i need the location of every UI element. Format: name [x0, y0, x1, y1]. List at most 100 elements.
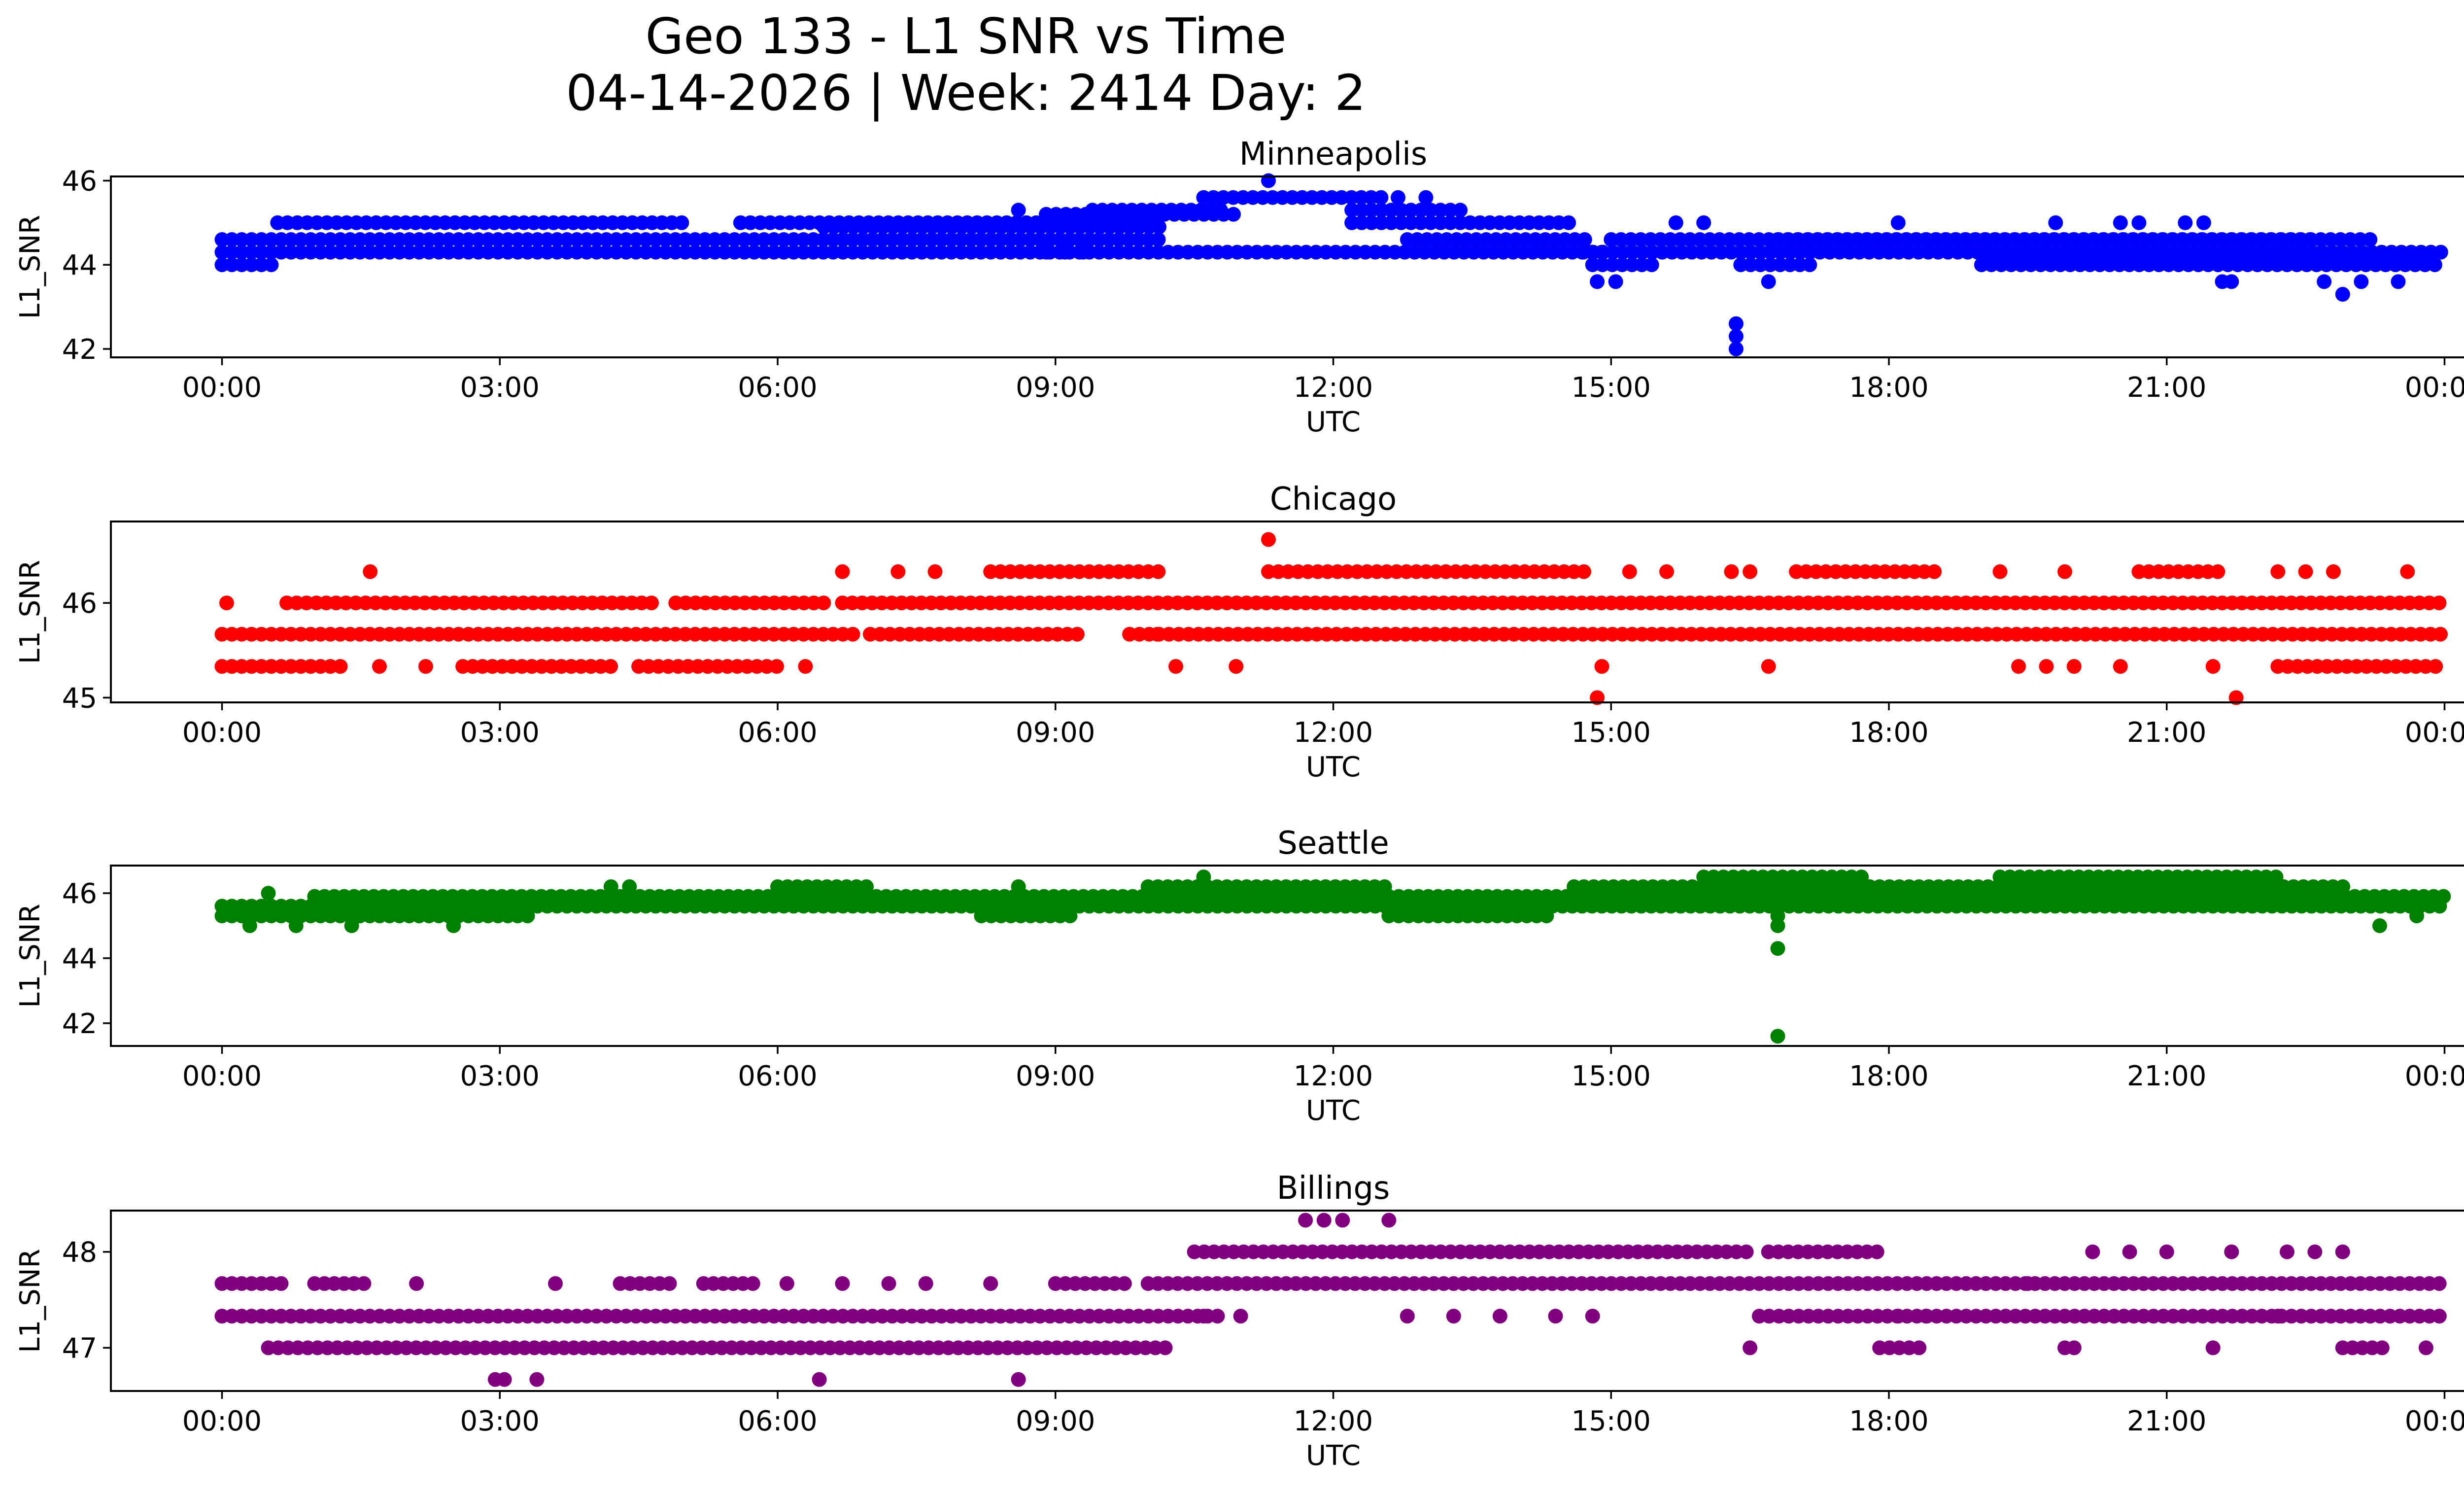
scatter-point: [344, 918, 359, 933]
scatter-band: [214, 1309, 1225, 1324]
scatter-band: [1140, 1276, 2447, 1291]
scatter-band: [1261, 564, 1591, 579]
subplot-minneapolis: Minneapolis 00:00 03:00 06:00 09:00 12:00 15:0…: [14, 136, 2464, 438]
scatter-point: [1912, 1340, 1927, 1356]
x-axis-label: UTC: [1306, 406, 1361, 438]
scatter-point: [769, 659, 785, 674]
scatter-series: [214, 869, 2451, 1044]
scatter-point: [1743, 1340, 1758, 1356]
y-tick-label: 42: [62, 1008, 97, 1040]
scatter-point: [983, 1276, 998, 1291]
scatter-point: [1076, 244, 1091, 260]
scatter-point: [1011, 879, 1026, 894]
scatter-point: [1608, 274, 1623, 289]
scatter-point: [1373, 190, 1389, 205]
scatter-point: [1728, 341, 1744, 356]
scatter-point: [1011, 203, 1026, 218]
scatter-point: [1548, 1309, 1563, 1324]
scatter-point: [2391, 274, 2406, 289]
x-tick-label: 21:00: [2127, 372, 2206, 404]
scatter-series: [214, 173, 2448, 356]
scatter-point: [1233, 1309, 1248, 1324]
x-tick-label: 12:00: [1294, 717, 1373, 749]
scatter-point: [1381, 1213, 1397, 1228]
scatter-point: [2335, 879, 2351, 894]
scatter-point: [2270, 564, 2286, 579]
scatter-band: [983, 564, 1166, 579]
figure-title: Geo 133 - L1 SNR vs Time: [646, 7, 1287, 65]
scatter-point: [1152, 219, 1166, 235]
x-tick-label: 09:00: [1016, 1405, 1095, 1437]
scatter-point: [1168, 659, 1183, 674]
x-axis: 00:00 03:00 06:00 09:00 12:00 15:00 18:00 21:00…: [182, 1391, 2464, 1472]
x-tick-label: 00:00: [182, 717, 262, 749]
scatter-point: [2085, 1244, 2100, 1259]
scatter-point: [219, 595, 234, 611]
x-tick-label: 00:00: [2405, 1060, 2464, 1092]
scatter-point: [2428, 659, 2443, 674]
subplot-title: Billings: [1277, 1170, 1390, 1207]
scatter-point: [1213, 203, 1228, 218]
scatter-point: [1668, 215, 1683, 230]
x-tick-label: 06:00: [738, 1405, 817, 1437]
scatter-point: [2205, 659, 2221, 674]
x-tick-label: 03:00: [460, 1405, 540, 1437]
scatter-point: [2431, 595, 2447, 611]
x-tick-label: 15:00: [1572, 372, 1651, 404]
x-tick-label: 21:00: [2127, 1405, 2206, 1437]
x-tick-label: 18:00: [1849, 1060, 1928, 1092]
scatter-point: [1151, 564, 1166, 579]
scatter-band: [1196, 190, 1389, 205]
scatter-point: [1011, 1372, 1026, 1387]
scatter-band: [214, 257, 279, 273]
scatter-point: [1446, 1309, 1461, 1324]
x-tick-label: 03:00: [460, 717, 540, 749]
y-tick-label: 46: [62, 588, 97, 620]
scatter-point: [890, 564, 906, 579]
scatter-point: [1576, 564, 1591, 579]
scatter-point: [409, 1276, 424, 1291]
scatter-point: [2433, 244, 2448, 260]
x-axis-label: UTC: [1306, 751, 1361, 783]
scatter-point: [363, 564, 378, 579]
scatter-point: [2335, 287, 2350, 302]
scatter-point: [1644, 257, 1659, 273]
scatter-point: [1226, 207, 1241, 222]
x-tick-label: 15:00: [1572, 717, 1651, 749]
x-tick-label: 09:00: [1016, 1060, 1095, 1092]
scatter-point: [603, 659, 618, 674]
scatter-point: [2431, 1276, 2447, 1291]
subplot-title: Chicago: [1270, 481, 1397, 518]
scatter-band: [1696, 869, 1869, 885]
scatter-band: [974, 908, 1078, 924]
x-tick-label: 18:00: [1849, 372, 1928, 404]
scatter-point: [1151, 232, 1166, 247]
scatter-point: [2039, 659, 2054, 674]
scatter-point: [497, 1372, 512, 1387]
scatter-point: [662, 1276, 677, 1291]
x-tick-label: 00:00: [2405, 372, 2464, 404]
scatter-band: [214, 626, 860, 642]
scatter-point: [418, 659, 433, 674]
scatter-point: [1377, 879, 1392, 894]
scatter-band: [862, 626, 1085, 642]
scatter-point: [2431, 1309, 2447, 1324]
scatter-point: [2307, 1244, 2323, 1259]
scatter-point: [2270, 1309, 2286, 1324]
scatter-band: [214, 1276, 289, 1291]
scatter-point: [1761, 659, 1776, 674]
x-tick-label: 09:00: [1016, 717, 1095, 749]
x-tick-label: 00:00: [2405, 717, 2464, 749]
scatter-point: [1770, 941, 1785, 956]
scatter-band: [2270, 659, 2443, 674]
scatter-point: [2066, 659, 2082, 674]
scatter-band: [1344, 215, 1576, 230]
scatter-point: [446, 918, 461, 933]
x-tick-label: 15:00: [1572, 1405, 1651, 1437]
scatter-band: [1761, 1244, 1884, 1259]
scatter-band: [1974, 257, 2442, 273]
scatter-point: [2418, 1340, 2433, 1356]
scatter-point: [1622, 564, 1637, 579]
scatter-band: [1770, 232, 2318, 247]
scatter-series: [214, 532, 2448, 705]
